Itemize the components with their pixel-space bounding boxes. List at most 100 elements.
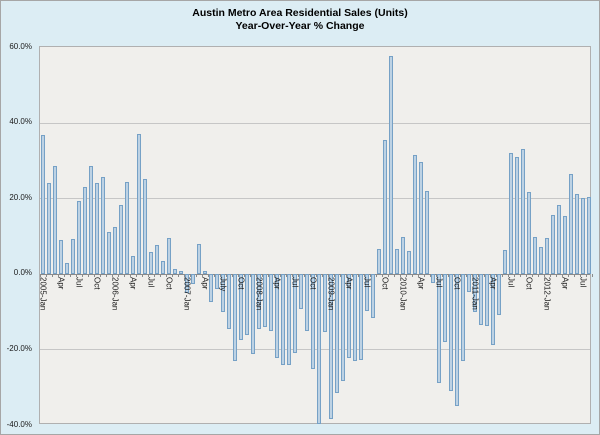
y-axis-tick-label: 40.0%: [9, 117, 32, 127]
bar: [47, 183, 51, 274]
x-axis-tick-label: 2008-Jan: [254, 276, 264, 311]
x-axis-tick: [130, 273, 131, 277]
bar: [119, 204, 123, 274]
bar: [455, 273, 459, 407]
x-axis-tick-label: 2005-Jan: [38, 276, 48, 311]
bar: [191, 273, 195, 284]
bar: [347, 273, 351, 359]
x-axis-tick: [556, 273, 557, 277]
y-axis-tick-label: 0.0%: [13, 268, 32, 278]
bar: [125, 181, 129, 274]
x-axis-tick: [400, 273, 401, 277]
x-axis-tick: [328, 273, 329, 277]
x-axis-tick: [346, 273, 347, 277]
bar: [215, 273, 219, 289]
bar: [515, 157, 519, 274]
bar: [287, 273, 291, 365]
bar: [245, 273, 249, 336]
x-axis-tick-label: Apr: [128, 276, 138, 290]
bar: [569, 174, 573, 274]
bar: [437, 273, 441, 384]
x-axis-tick: [76, 273, 77, 277]
x-axis-tick-label: Jul: [434, 276, 444, 288]
bar: [395, 248, 399, 274]
x-axis-tick: [502, 273, 503, 277]
x-axis-tick: [514, 273, 515, 277]
bar: [557, 205, 561, 274]
bar: [113, 226, 117, 274]
bar: [149, 251, 153, 274]
bar: [485, 273, 489, 326]
x-axis-tick: [376, 273, 377, 277]
y-axis-tick-label: -40.0%: [6, 419, 32, 429]
bar: [371, 273, 375, 319]
gridline: [40, 349, 590, 351]
x-axis-tick: [52, 273, 53, 277]
x-axis-tick-label: 2007-Jan: [182, 276, 192, 311]
x-axis-tick: [334, 273, 335, 277]
x-axis-tick: [238, 273, 239, 277]
x-axis-tick: [46, 273, 47, 277]
bar: [389, 56, 393, 274]
x-axis-tick: [448, 273, 449, 277]
x-axis-tick: [58, 273, 59, 277]
x-axis-tick: [154, 273, 155, 277]
x-axis-tick-label: 2006-Jan: [110, 276, 120, 311]
x-axis-tick: [94, 273, 95, 277]
bar: [167, 238, 171, 274]
bar: [467, 273, 471, 292]
x-axis-tick: [568, 273, 569, 277]
x-axis-tick: [136, 273, 137, 277]
x-axis-tick: [436, 273, 437, 277]
bar: [509, 152, 513, 274]
bar: [575, 194, 579, 274]
x-axis-tick: [286, 273, 287, 277]
x-axis-tick: [490, 273, 491, 277]
zero-axis-line: [40, 273, 590, 275]
bar: [257, 273, 261, 329]
bar: [365, 273, 369, 312]
bar: [65, 262, 69, 274]
bar: [473, 273, 477, 312]
bar: [461, 273, 465, 361]
bar: [359, 273, 363, 361]
x-axis-tick: [340, 273, 341, 277]
x-axis-tick: [304, 273, 305, 277]
x-axis-tick-label: Jul: [74, 276, 84, 288]
x-axis-tick: [412, 273, 413, 277]
bar: [101, 176, 105, 274]
x-axis-tick-label: Oct: [380, 276, 390, 290]
bar: [317, 273, 321, 425]
bar: [269, 273, 273, 332]
x-axis-tick: [202, 273, 203, 277]
x-axis-tick: [430, 273, 431, 277]
x-axis-tick-label: Jul: [290, 276, 300, 288]
x-axis-tick: [274, 273, 275, 277]
x-axis-tick-label: Oct: [524, 276, 534, 290]
bar: [503, 249, 507, 274]
x-axis-tick: [172, 273, 173, 277]
bar: [449, 273, 453, 391]
bar: [161, 260, 165, 274]
bar: [41, 135, 45, 274]
x-axis-tick: [256, 273, 257, 277]
bar: [173, 269, 177, 274]
x-axis-tick: [268, 273, 269, 277]
chart-title: Austin Metro Area Residential Sales (Uni…: [1, 7, 599, 33]
x-axis-tick: [148, 273, 149, 277]
x-axis-tick: [388, 273, 389, 277]
bar: [83, 186, 87, 274]
bar: [293, 273, 297, 354]
x-axis-tick-label: 2009-Jan: [326, 276, 336, 311]
x-axis-tick: [112, 273, 113, 277]
bar: [551, 214, 555, 274]
bar: [143, 179, 147, 274]
bar: [521, 149, 525, 274]
bar: [281, 273, 285, 365]
x-axis-tick-label: Oct: [164, 276, 174, 290]
bar: [419, 161, 423, 274]
bar: [377, 249, 381, 274]
x-axis-tick: [316, 273, 317, 277]
x-axis-tick-label: Apr: [416, 276, 426, 290]
gridline: [40, 122, 590, 124]
